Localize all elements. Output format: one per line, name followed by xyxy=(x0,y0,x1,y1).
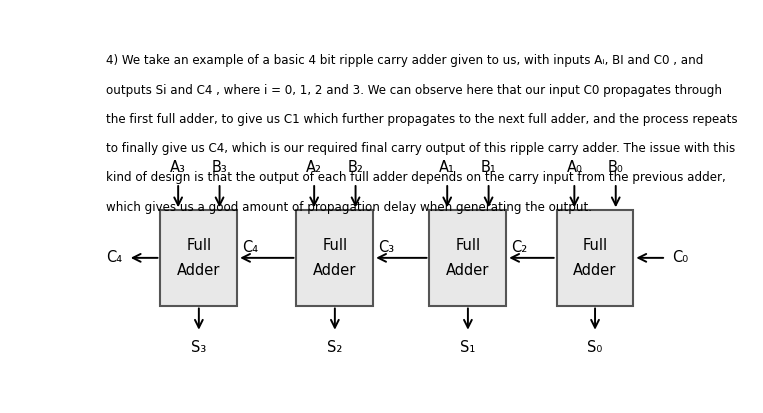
Text: Full: Full xyxy=(186,237,211,253)
Text: the first full adder, to give us C1 which further propagates to the next full ad: the first full adder, to give us C1 whic… xyxy=(106,113,738,126)
Text: C₄: C₄ xyxy=(106,250,122,266)
Text: B₀: B₀ xyxy=(608,160,623,175)
Text: A₃: A₃ xyxy=(170,160,186,175)
Text: C₄: C₄ xyxy=(242,240,258,255)
Text: Adder: Adder xyxy=(573,263,617,278)
Text: C₀: C₀ xyxy=(672,250,688,266)
Text: Adder: Adder xyxy=(177,263,221,278)
Text: Full: Full xyxy=(322,237,347,253)
Text: which gives us a good amount of propagation delay when generating the output.: which gives us a good amount of propagat… xyxy=(106,201,592,214)
Text: B₂: B₂ xyxy=(348,160,363,175)
Text: outputs Si and C4 , where i = 0, 1, 2 and 3. We can observe here that our input : outputs Si and C4 , where i = 0, 1, 2 an… xyxy=(106,83,722,97)
Bar xyxy=(430,210,507,306)
Bar xyxy=(297,210,373,306)
Text: A₂: A₂ xyxy=(306,160,322,175)
Text: C₃: C₃ xyxy=(378,240,394,255)
Text: B₁: B₁ xyxy=(481,160,497,175)
Text: Full: Full xyxy=(582,237,607,253)
Text: A₁: A₁ xyxy=(439,160,456,175)
Text: S₁: S₁ xyxy=(460,339,475,355)
Text: S₃: S₃ xyxy=(192,339,207,355)
Text: B₃: B₃ xyxy=(211,160,227,175)
Text: C₂: C₂ xyxy=(511,240,527,255)
Text: A₀: A₀ xyxy=(566,160,582,175)
Bar xyxy=(557,210,633,306)
Text: S₂: S₂ xyxy=(327,339,343,355)
Text: 4) We take an example of a basic 4 bit ripple carry adder given to us, with inpu: 4) We take an example of a basic 4 bit r… xyxy=(106,55,703,67)
Text: Adder: Adder xyxy=(446,263,490,278)
Text: kind of design is that the output of each full adder depends on the carry input : kind of design is that the output of eac… xyxy=(106,171,726,184)
Text: S₀: S₀ xyxy=(588,339,603,355)
Text: to finally give us C4, which is our required final carry output of this ripple c: to finally give us C4, which is our requ… xyxy=(106,142,736,155)
Text: Full: Full xyxy=(456,237,481,253)
Text: Adder: Adder xyxy=(313,263,356,278)
Bar xyxy=(160,210,237,306)
